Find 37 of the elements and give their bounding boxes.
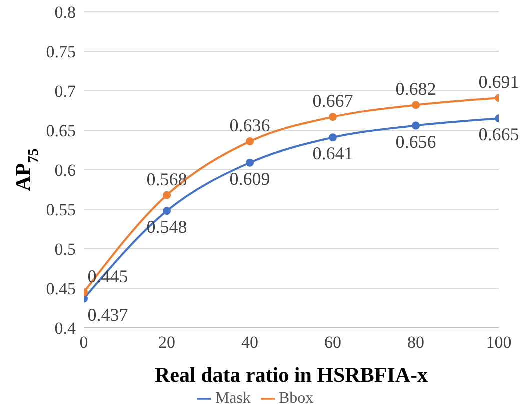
data-label: 0.548 <box>146 217 188 238</box>
x-tick-label: 20 <box>158 333 176 352</box>
y-tick-label: 0.65 <box>46 122 76 141</box>
y-tick-label: 0.75 <box>46 42 76 62</box>
point <box>246 138 254 146</box>
data-label: 0.665 <box>478 124 520 145</box>
point <box>329 134 337 142</box>
data-label: 0.656 <box>396 132 436 152</box>
x-axis-title: Real data ratio in HSRBFIA-x <box>155 363 428 387</box>
data-label: 0.691 <box>478 72 520 92</box>
y-tick-label: 0.4 <box>54 319 76 338</box>
y-tick-label: 0.55 <box>46 200 76 220</box>
point <box>412 122 420 130</box>
y-tick-label: 0.6 <box>54 161 76 180</box>
x-tick-label: 0 <box>80 333 88 352</box>
y-tick-label: 0.5 <box>54 240 76 260</box>
point <box>163 207 171 216</box>
x-tick-label: 40 <box>242 333 258 352</box>
y-tick-label: 0.7 <box>54 82 76 102</box>
point <box>163 191 171 200</box>
x-tick-label: 60 <box>324 333 342 352</box>
data-label: 0.568 <box>146 169 188 190</box>
data-label: 0.609 <box>230 168 270 189</box>
data-label: 0.682 <box>396 79 436 100</box>
legend-label: Bbox <box>278 390 314 407</box>
legend-label: Mask <box>215 390 251 407</box>
data-label: 0.636 <box>230 116 270 136</box>
y-tick-label: 0.45 <box>46 280 76 299</box>
x-tick-label: 100 <box>486 333 512 352</box>
point <box>329 113 337 122</box>
data-label: 0.641 <box>312 144 354 164</box>
point <box>246 158 254 167</box>
point <box>412 101 420 110</box>
data-label: 0.667 <box>312 91 354 112</box>
x-tick-label: 80 <box>408 333 424 352</box>
y-tick-label: 0.8 <box>54 3 76 22</box>
data-label: 0.437 <box>88 304 128 325</box>
